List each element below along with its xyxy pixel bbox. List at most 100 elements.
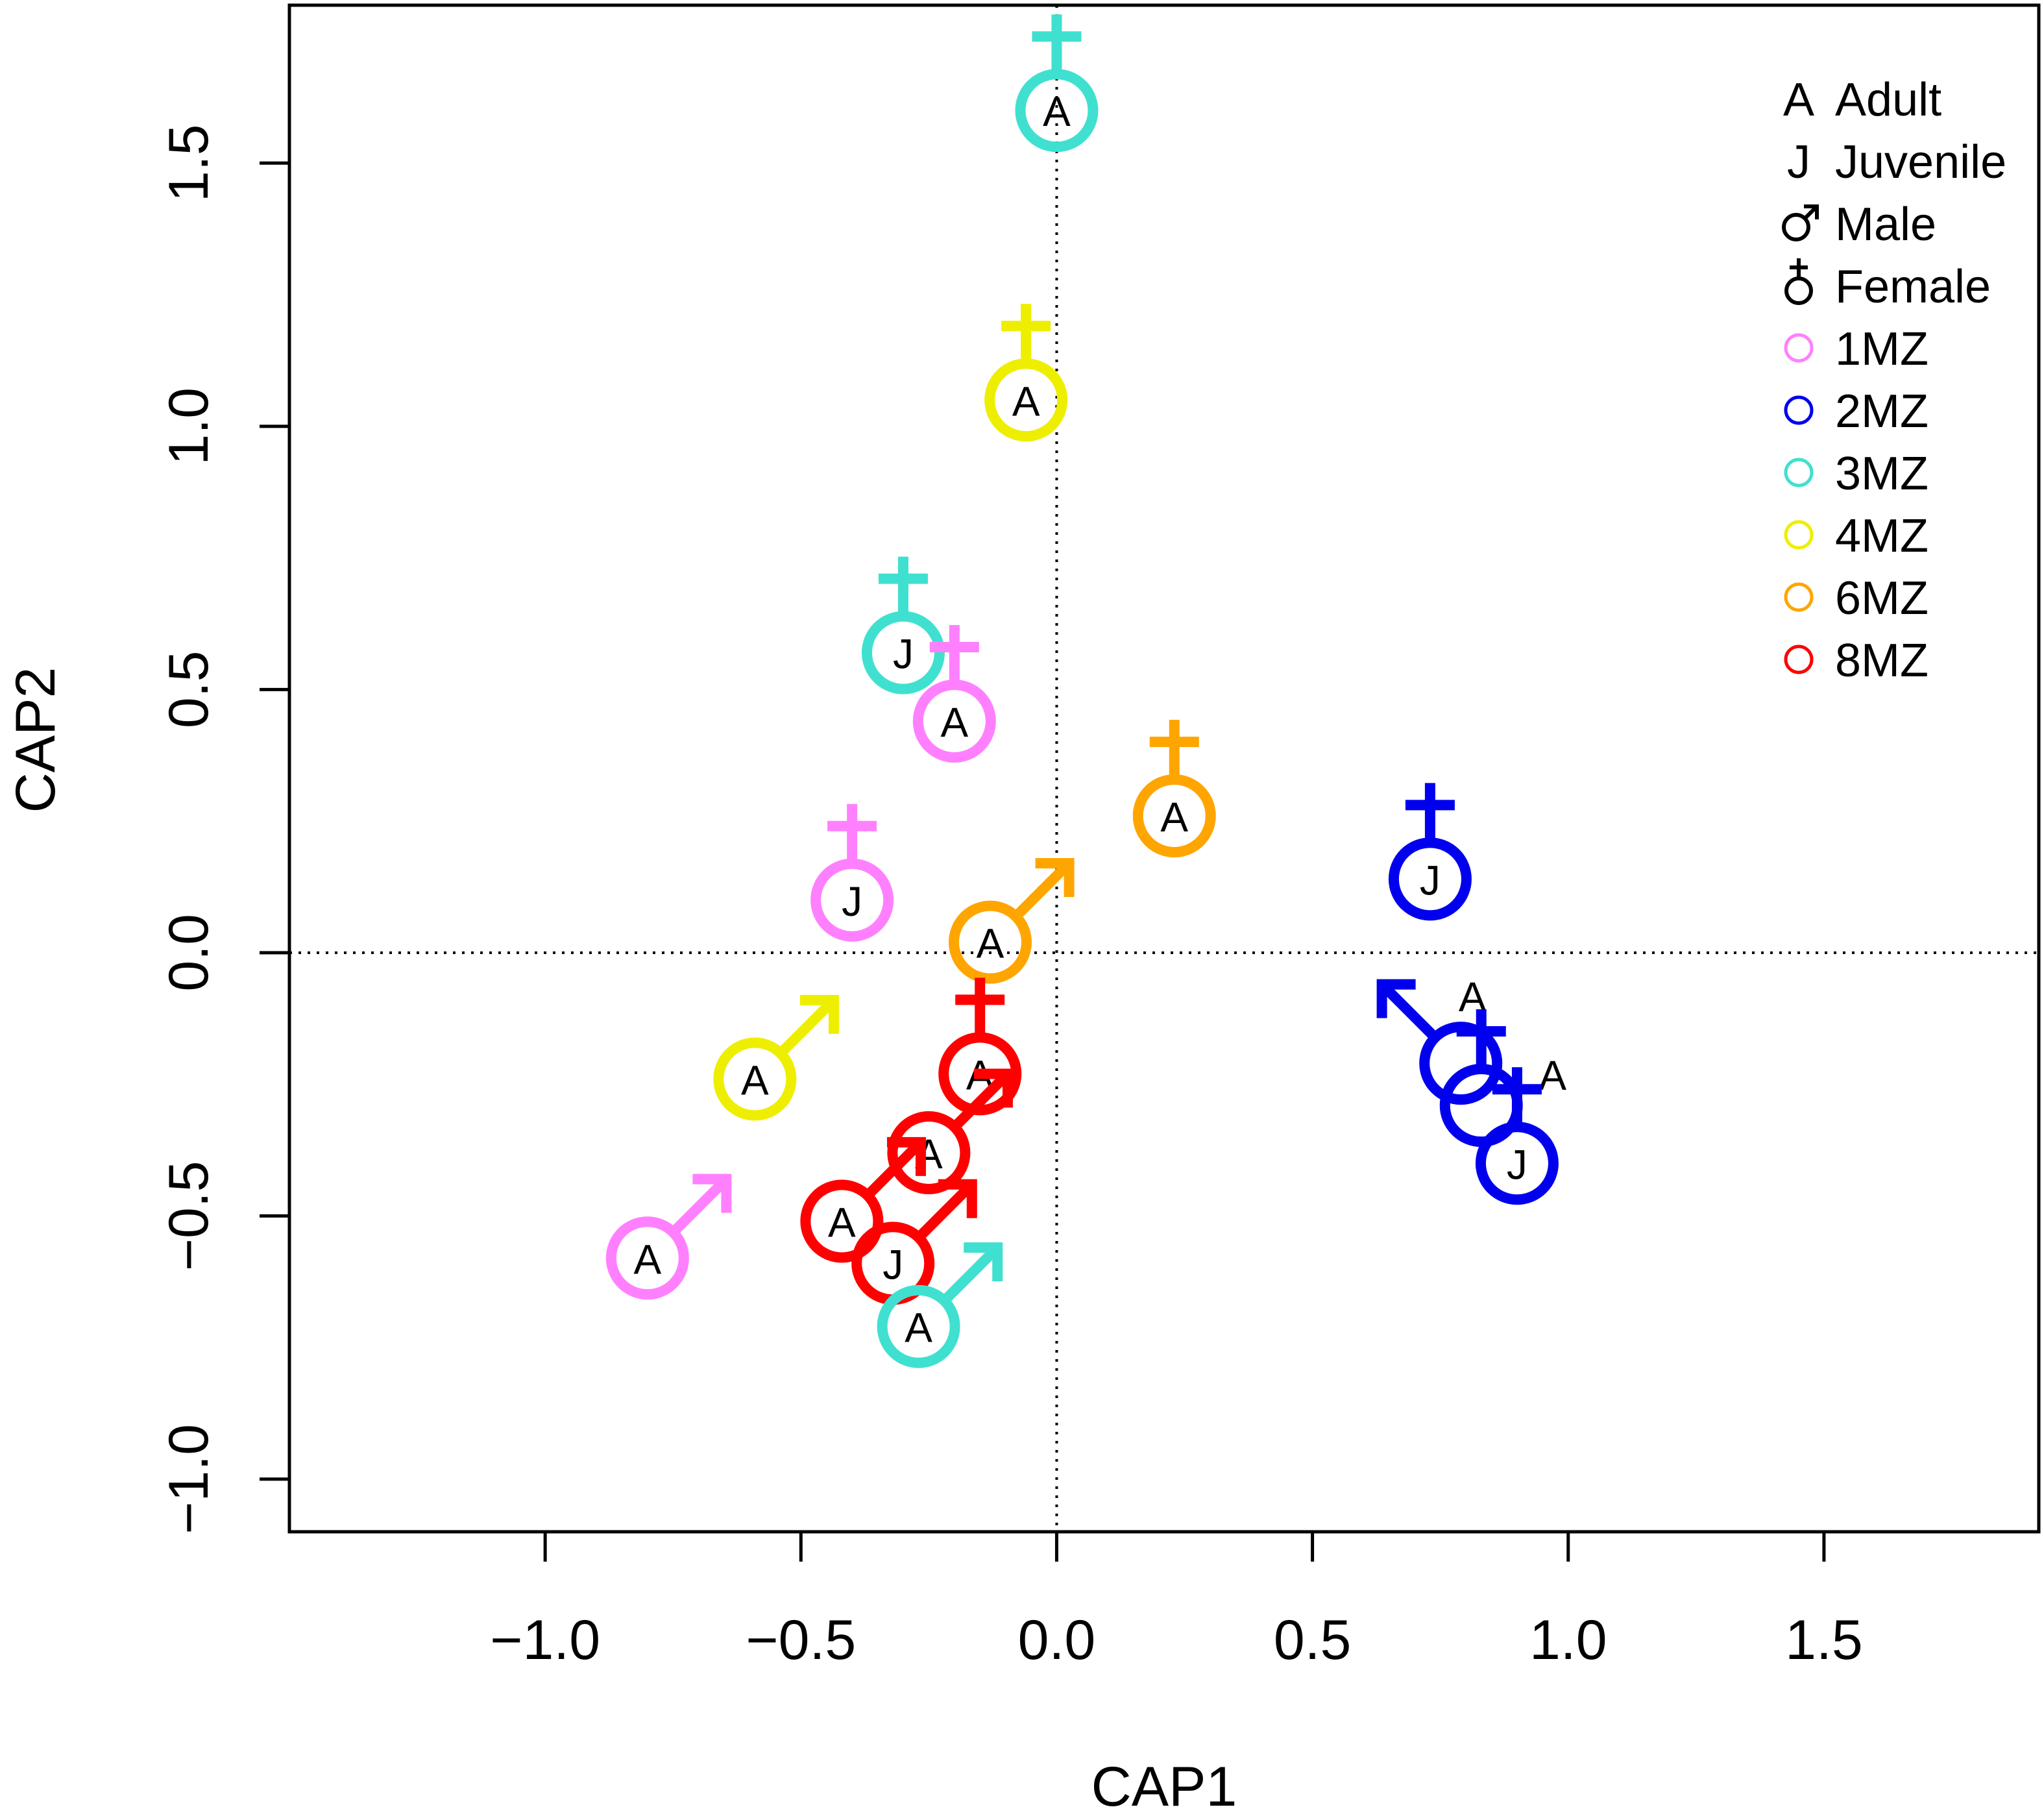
legend-label: Juvenile bbox=[1835, 136, 2006, 188]
data-point: A bbox=[1132, 719, 1216, 857]
point-age-label: J bbox=[842, 878, 862, 925]
male-arrow-head bbox=[964, 1242, 1003, 1282]
data-point: A bbox=[912, 625, 996, 763]
legend-entry: 4MZ bbox=[1784, 510, 1928, 562]
male-arrow-head bbox=[799, 994, 839, 1034]
data-point: A bbox=[1439, 1009, 1566, 1148]
point-age-label: J bbox=[1420, 857, 1441, 903]
data-point: A bbox=[984, 304, 1068, 442]
point-ring bbox=[861, 611, 945, 694]
legend-entry: J Juvenile bbox=[1787, 136, 2006, 188]
y-tick-label: 0.5 bbox=[158, 651, 220, 729]
male-symbol-icon bbox=[1782, 213, 1810, 241]
male-arrow-shaft bbox=[864, 1138, 925, 1199]
reference-lines bbox=[289, 5, 2039, 1532]
point-ring bbox=[948, 900, 1032, 984]
x-tick-label: −0.5 bbox=[746, 1609, 856, 1671]
x-tick-label: 1.5 bbox=[1785, 1609, 1863, 1671]
legend-label: Male bbox=[1835, 199, 1936, 251]
legend-label: 1MZ bbox=[1835, 323, 1928, 375]
point-ring bbox=[1132, 774, 1216, 857]
data-point: A bbox=[948, 858, 1075, 984]
male-arrow-head bbox=[692, 1173, 732, 1213]
point-ring bbox=[713, 1037, 797, 1121]
point-age-label: A bbox=[1012, 378, 1040, 424]
point-age-label: A bbox=[1539, 1052, 1566, 1099]
point-age-label: A bbox=[828, 1199, 856, 1246]
x-axis-title: CAP1 bbox=[1091, 1756, 1237, 1818]
point-age-label: A bbox=[977, 920, 1004, 967]
point-ring bbox=[887, 1111, 971, 1195]
male-symbol-head bbox=[1804, 204, 1819, 219]
y-axis-title: CAP2 bbox=[5, 667, 67, 813]
x-tick-label: 1.0 bbox=[1529, 1609, 1607, 1671]
point-age-label: J bbox=[893, 631, 914, 678]
legend-color-swatch bbox=[1784, 582, 1814, 612]
legend-label: 4MZ bbox=[1835, 510, 1928, 562]
legend-label: Adult bbox=[1835, 74, 1941, 126]
point-ring bbox=[877, 1284, 960, 1368]
data-point: A bbox=[877, 1242, 1003, 1368]
female-symbol-icon bbox=[1784, 276, 1813, 305]
male-arrow-head bbox=[938, 1179, 977, 1218]
male-arrow-shaft bbox=[915, 1181, 976, 1242]
legend-entry: 6MZ bbox=[1784, 572, 1928, 624]
data-point: J bbox=[1388, 783, 1472, 921]
legend-color-swatch bbox=[1784, 458, 1814, 487]
male-arrow-head bbox=[886, 1136, 926, 1176]
legend-entry: Male bbox=[1782, 199, 1936, 251]
legend-label: 3MZ bbox=[1835, 448, 1928, 500]
male-arrow-shaft bbox=[940, 1244, 1001, 1305]
data-point: A bbox=[713, 994, 839, 1121]
y-axis: −1.0 −0.5 0.0 0.5 1.0 1.5 bbox=[158, 125, 289, 1534]
y-tick-label: 1.0 bbox=[158, 387, 220, 465]
point-age-label: A bbox=[633, 1236, 661, 1283]
point-age-label: A bbox=[905, 1305, 932, 1351]
x-tick-label: 0.0 bbox=[1018, 1609, 1096, 1671]
legend-entry: Female bbox=[1784, 258, 1991, 313]
point-age-label: A bbox=[940, 699, 968, 746]
legend-entry: 2MZ bbox=[1784, 386, 1928, 437]
x-axis: −1.0 −0.5 0.0 0.5 1.0 1.5 bbox=[490, 1532, 1863, 1671]
data-point: A bbox=[1015, 14, 1099, 153]
y-tick-label: −1.0 bbox=[158, 1424, 220, 1534]
point-ring bbox=[1475, 1122, 1559, 1205]
data-point: J bbox=[1475, 1067, 1559, 1205]
data-point: J bbox=[810, 804, 894, 942]
legend-symbol: A bbox=[1783, 74, 1814, 126]
point-ring bbox=[810, 858, 894, 942]
legend-label: 2MZ bbox=[1835, 386, 1928, 437]
point-ring bbox=[1388, 837, 1472, 921]
male-arrow-shaft bbox=[777, 996, 838, 1057]
point-age-label: A bbox=[1043, 88, 1071, 135]
plot-frame bbox=[287, 3, 2041, 1534]
y-tick-label: 0.0 bbox=[158, 914, 220, 992]
x-tick-label: 0.5 bbox=[1274, 1609, 1352, 1671]
legend-color-swatch bbox=[1784, 520, 1814, 550]
legend-label: 8MZ bbox=[1835, 635, 1928, 687]
point-age-label: A bbox=[1160, 794, 1188, 841]
male-arrow-head bbox=[1376, 979, 1416, 1018]
legend-entry: 8MZ bbox=[1784, 635, 1928, 687]
point-ring bbox=[800, 1179, 884, 1263]
male-arrow-shaft bbox=[1378, 980, 1439, 1042]
legend-entry: A Adult bbox=[1783, 74, 1941, 126]
legend-symbol: J bbox=[1787, 136, 1810, 188]
point-ring bbox=[912, 680, 996, 763]
y-tick-label: 1.5 bbox=[158, 125, 220, 203]
point-ring bbox=[984, 358, 1068, 442]
data-point: A bbox=[800, 1136, 926, 1263]
legend-label: Female bbox=[1835, 261, 1991, 313]
legend-label: 6MZ bbox=[1835, 572, 1928, 624]
point-age-label: J bbox=[882, 1241, 903, 1288]
x-tick-label: −1.0 bbox=[490, 1609, 600, 1671]
legend-color-swatch bbox=[1784, 395, 1814, 425]
point-age-label: J bbox=[1507, 1141, 1527, 1188]
legend-entry: 3MZ bbox=[1784, 448, 1928, 500]
point-ring bbox=[1015, 69, 1099, 153]
data-point: J bbox=[861, 556, 945, 694]
legend: A Adult J Juvenile Male Female 1MZ 2MZ 3MZ 4MZ 6MZ… bbox=[1782, 74, 2006, 687]
point-age-label: A bbox=[741, 1057, 769, 1104]
